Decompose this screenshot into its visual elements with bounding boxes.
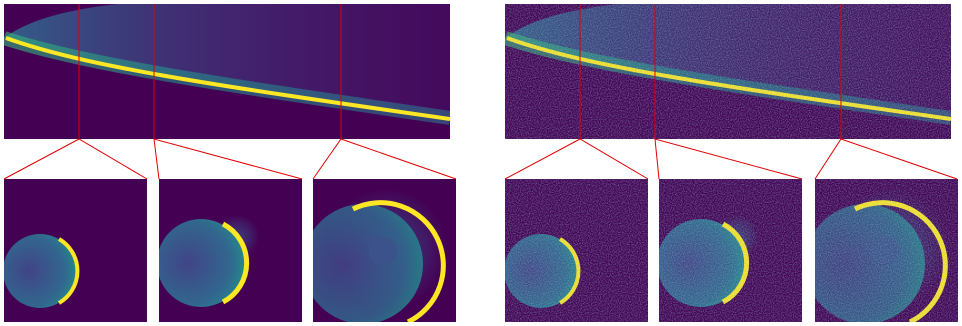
- slice-clean-3: [303, 179, 456, 324]
- slice-noisy-1: [504, 179, 648, 322]
- slice-clean-1: [3, 179, 147, 322]
- slice-noisy-2: [657, 179, 802, 322]
- page: (() => { const data = JSON.parse(documen…: [0, 0, 962, 326]
- slice-noisy-3: [805, 179, 958, 324]
- top-image-clean: [4, 0, 450, 139]
- top-image-noisy: [505, 0, 951, 139]
- figure: [0, 0, 962, 326]
- slice-clean-2: [157, 179, 302, 322]
